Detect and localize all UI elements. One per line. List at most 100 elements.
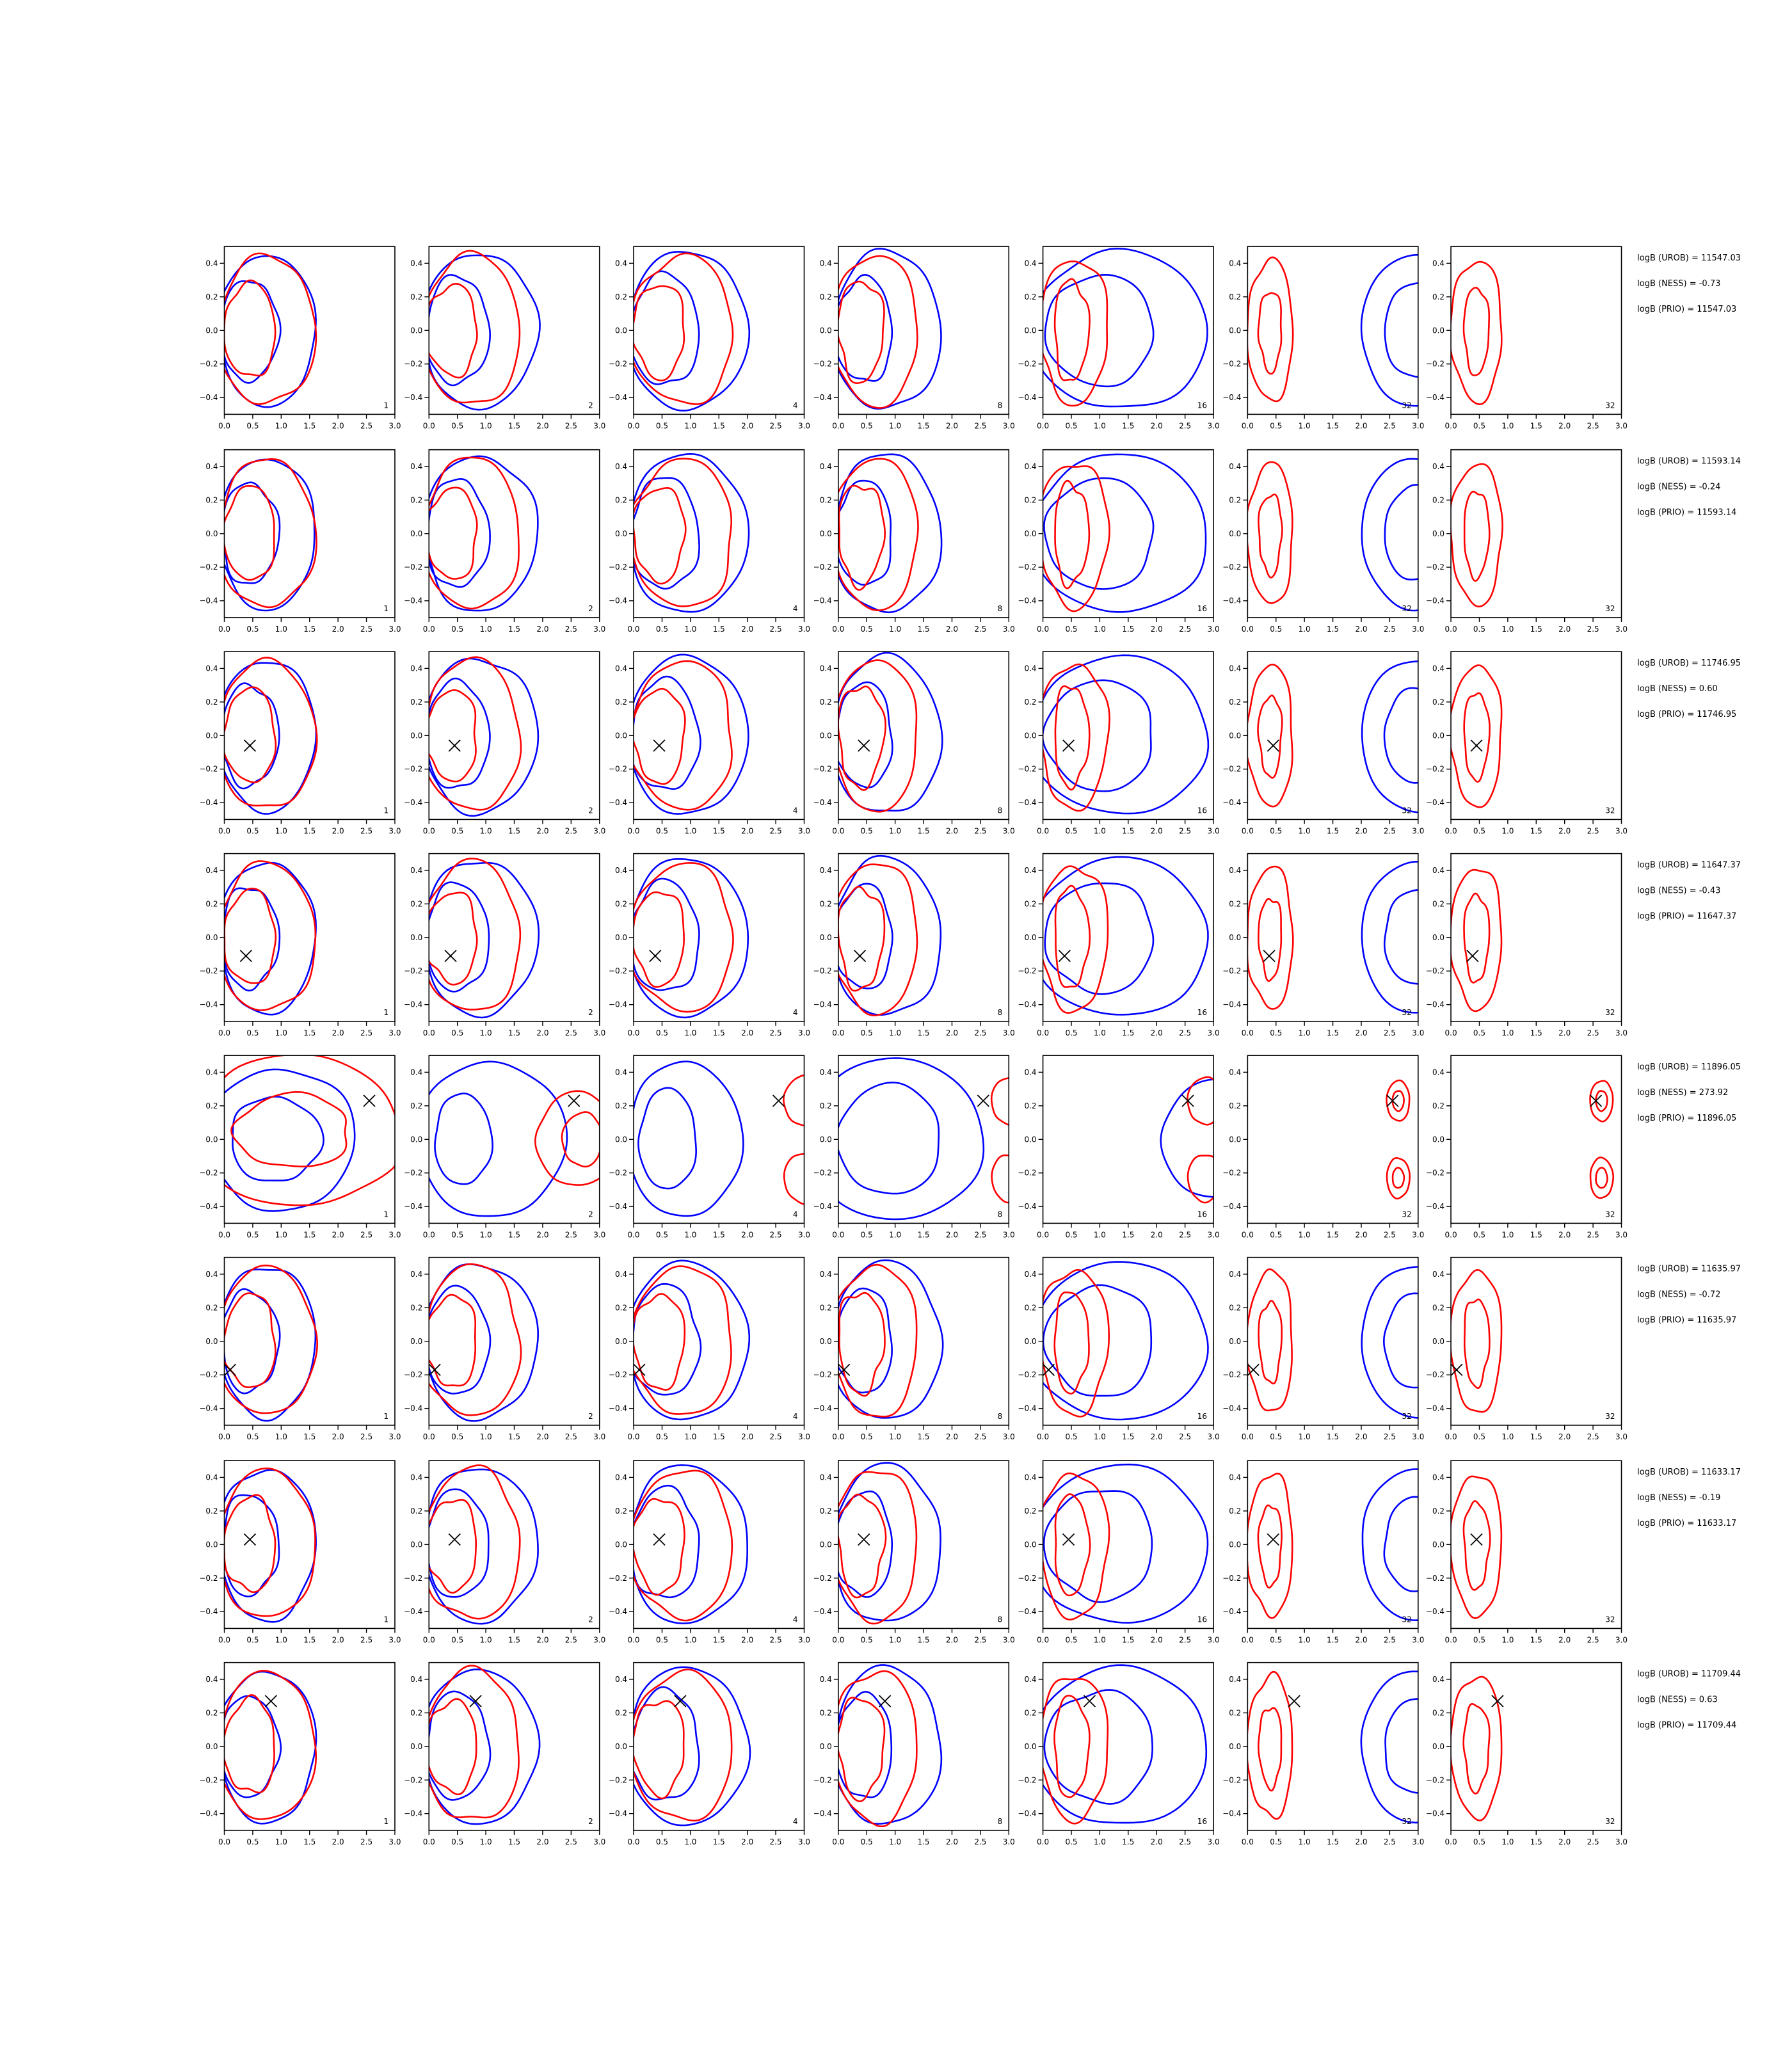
x-tick-label: 0.5	[451, 1635, 463, 1644]
x-marker	[1267, 1533, 1279, 1546]
red-contour-line	[1258, 897, 1283, 982]
x-tick-label: 1.0	[1299, 1230, 1311, 1239]
x-tick-label: 0.0	[1037, 1837, 1049, 1846]
y-tick-label: 0.0	[820, 1135, 832, 1144]
y-tick-label: 0.4	[1432, 1675, 1444, 1684]
y-tick-label: −0.2	[609, 966, 627, 975]
x-tick-label: 1.0	[1094, 1635, 1106, 1644]
x-tick-label: 2.5	[1587, 1028, 1599, 1037]
contour-group	[634, 251, 751, 412]
y-tick-label: 0.4	[205, 1068, 218, 1076]
blue-contour-line	[1043, 654, 1210, 815]
x-tick-label: 3.0	[1208, 421, 1220, 430]
y-tick-label: 0.4	[1229, 259, 1241, 268]
red-contour-line	[838, 1292, 886, 1397]
red-contour-line	[990, 1076, 1009, 1126]
x-tick-label: 1.5	[1327, 1432, 1339, 1441]
y-tick-label: 0.2	[820, 495, 832, 504]
y-tick-label: −0.2	[813, 360, 832, 369]
axes-frame	[838, 449, 1010, 618]
contour-group	[838, 854, 942, 1017]
red-contour-line	[1247, 461, 1293, 604]
x-marker	[1491, 1695, 1504, 1708]
panel-r2-c7: 0.0 0.5 1.0 1.5 2.0 2.5 3.0 0.4 0.2 0.0 −0.2 −0.4 32	[1426, 449, 1628, 634]
red-contour-line	[634, 252, 734, 405]
y-tick-label: 0.4	[820, 1473, 832, 1482]
x-tick-label: 3.0	[798, 826, 810, 835]
y-tick-label: 0.2	[1432, 1708, 1444, 1717]
axes-frame	[1247, 1460, 1419, 1629]
panel-number-label: 2	[588, 1210, 593, 1219]
panel-r3-c2: 0.0 0.5 1.0 1.5 2.0 2.5 3.0 0.4 0.2 0.0 −0.2 −0.4 2	[404, 651, 605, 835]
contour-group	[838, 453, 943, 614]
contour-group	[634, 452, 750, 613]
y-tick-label: 0.2	[410, 1303, 422, 1312]
axes-frame	[223, 449, 396, 618]
x-tick-label: 2.5	[974, 1837, 986, 1846]
y-tick-label: −0.4	[1426, 393, 1444, 402]
x-tick-label: 3.0	[388, 1635, 401, 1644]
blue-contour-line	[224, 1469, 317, 1623]
panel-r5-c2: 0.0 0.5 1.0 1.5 2.0 2.5 3.0 0.4 0.2 0.0 −0.2 −0.4 2	[404, 1055, 605, 1239]
red-contour-line	[1463, 892, 1491, 984]
x-tick-label: 1.0	[684, 826, 696, 835]
panel-r3-c6: 0.0 0.5 1.0 1.5 2.0 2.5 3.0 0.4 0.2 0.0 −0.2 −0.4 32	[1222, 651, 1424, 835]
x-tick-label: 0.5	[1473, 1230, 1485, 1239]
y-tick-label: 0.2	[1432, 292, 1444, 301]
contour-group	[634, 1464, 749, 1624]
x-tick-label: 3.0	[1615, 1230, 1628, 1239]
blue-contour-line	[838, 854, 942, 1016]
y-tick-label: 0.2	[1024, 292, 1036, 301]
x-tick-label: 0.5	[1065, 625, 1077, 634]
y-tick-label: 0.4	[1024, 462, 1036, 471]
x-tick-label: 3.0	[1412, 1432, 1424, 1441]
x-tick-label: 2.5	[1179, 421, 1191, 430]
y-tick-label: 0.0	[1024, 529, 1036, 538]
blue-contour-line	[634, 1060, 744, 1217]
x-tick-label: 0.5	[861, 625, 873, 634]
y-tick-label: −0.2	[199, 966, 218, 975]
x-tick-label: 3.0	[388, 1028, 401, 1037]
y-tick-label: 0.0	[205, 1742, 218, 1751]
x-tick-label: 0.0	[1242, 1028, 1254, 1037]
y-tick-label: 0.4	[615, 664, 627, 673]
x-tick-label: 1.0	[480, 1635, 492, 1644]
y-tick-label: 0.0	[615, 1135, 627, 1144]
axes-frame	[1042, 1460, 1214, 1629]
blue-contour-line	[634, 1666, 751, 1827]
y-tick-label: −0.4	[609, 1607, 627, 1616]
y-tick-label: −0.2	[404, 1169, 422, 1178]
y-tick-label: 0.0	[1024, 326, 1036, 335]
logb-annotation: logB (NESS) = 273.92	[1637, 1088, 1728, 1098]
y-tick-label: 0.0	[410, 1540, 422, 1549]
blue-contour-line	[838, 1664, 943, 1825]
red-contour-line	[1386, 1079, 1411, 1122]
panel-r4-c2: 0.0 0.5 1.0 1.5 2.0 2.5 3.0 0.4 0.2 0.0 −0.2 −0.4 2	[404, 852, 605, 1037]
y-tick-label: −0.2	[1222, 360, 1241, 369]
y-tick-label: 0.0	[820, 529, 832, 538]
x-tick-label: 0.5	[246, 625, 259, 634]
y-tick-label: −0.2	[609, 563, 627, 572]
x-tick-label: 0.0	[218, 826, 230, 835]
red-contour-line	[634, 458, 732, 607]
contour-group	[838, 652, 943, 813]
y-tick-label: −0.4	[199, 596, 218, 605]
x-tick-label: 0.5	[861, 1028, 873, 1037]
panel-number-label: 2	[588, 1412, 593, 1421]
red-contour-line	[429, 486, 478, 580]
x-tick-label: 0.0	[423, 421, 435, 430]
logb-annotation: logB (UROB) = 11647.37	[1637, 861, 1741, 870]
y-tick-label: −0.2	[404, 1370, 422, 1379]
blue-contour-line	[224, 1695, 282, 1798]
x-tick-label: 1.5	[1530, 421, 1542, 430]
contour-group	[1247, 860, 1418, 1014]
x-tick-label: 2.5	[565, 625, 577, 634]
y-tick-label: −0.2	[1018, 765, 1036, 774]
contour-group	[1247, 458, 1418, 612]
y-tick-label: −0.2	[1222, 1775, 1241, 1784]
y-tick-label: 0.0	[1432, 1337, 1444, 1346]
red-contour-line	[838, 685, 886, 791]
x-tick-label: 3.0	[1003, 421, 1015, 430]
red-contour-line	[224, 252, 317, 406]
y-tick-label: 0.2	[615, 1708, 627, 1717]
